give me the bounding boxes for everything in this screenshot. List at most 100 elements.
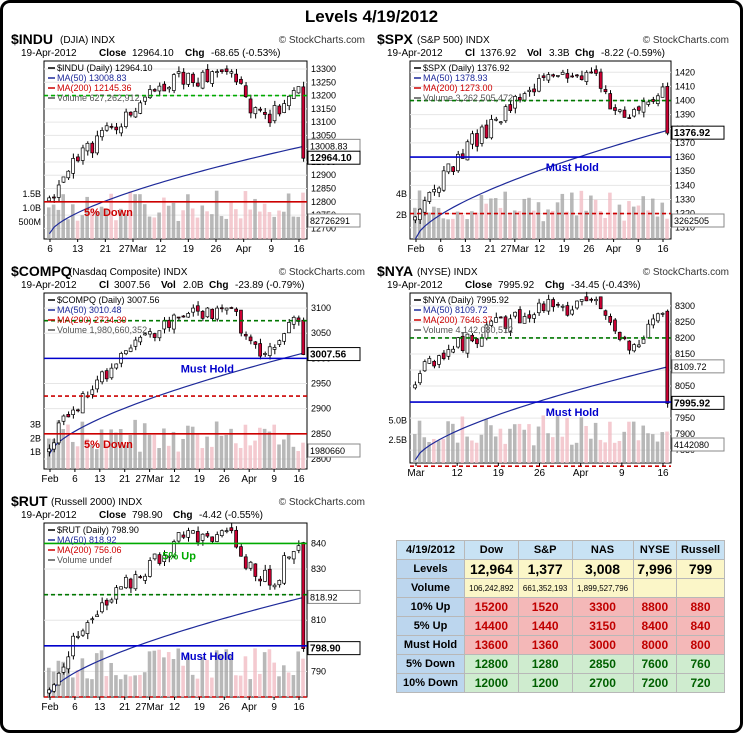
y-tick-label: 1350 — [675, 166, 695, 176]
candle — [205, 69, 210, 82]
volume-bar — [498, 428, 503, 463]
chart-index-name: (NYSE) INDX — [417, 267, 478, 278]
chart-chg-label: Chg — [209, 280, 228, 291]
candle — [157, 330, 162, 339]
volume-bar — [508, 214, 512, 239]
legend-entry: MA(200) 2724.30 — [57, 315, 127, 325]
volume-bar — [291, 675, 296, 697]
candle — [258, 108, 262, 111]
volume-bar — [646, 210, 650, 239]
volume-bar — [413, 207, 417, 239]
candle — [632, 109, 636, 117]
x-tick-label: Apr — [573, 468, 589, 479]
volume-bar — [277, 676, 281, 697]
candle — [465, 141, 470, 161]
x-tick-label: 16 — [657, 468, 669, 479]
candle — [95, 614, 99, 617]
candle — [219, 530, 224, 536]
table-cell: 661,352,193 — [517, 578, 573, 598]
legend-entry: MA(50) 3010.48 — [57, 305, 122, 315]
candle — [296, 545, 301, 551]
volume-bar — [104, 443, 109, 469]
volume-bar — [176, 451, 181, 469]
chart-vol-value: 3.3B — [549, 48, 570, 59]
volume-bar — [291, 446, 296, 469]
volume-bar — [441, 438, 446, 463]
candle — [114, 126, 119, 131]
legend-entry: $RUT (Daily) 798.90 — [57, 525, 139, 535]
table-row: 10% Up 15200 1520 3300 8800 880 — [396, 597, 725, 617]
candle — [133, 574, 138, 590]
volume-bar — [133, 675, 137, 697]
volume-bar — [200, 205, 205, 239]
candle — [489, 320, 494, 326]
y-tick-label: 1390 — [675, 110, 695, 120]
volume-bar — [171, 431, 176, 469]
candle — [56, 184, 61, 198]
volume-bar — [455, 211, 460, 239]
volume-bar — [598, 439, 603, 463]
volume-bar — [570, 444, 574, 463]
table-row-label: Must Hold — [396, 635, 465, 655]
candle — [422, 361, 427, 372]
candle — [527, 314, 532, 319]
legend-entry: $COMPQ (Daily) 3007.56 — [57, 295, 160, 305]
x-tick-label: Feb — [407, 244, 425, 255]
volume-bar — [104, 209, 109, 239]
x-tick-label: 6 — [72, 474, 78, 485]
volume-bar — [123, 674, 128, 697]
table-cell: 840 — [676, 616, 725, 636]
candle — [579, 75, 584, 80]
candle — [517, 97, 522, 101]
candle — [418, 208, 422, 220]
candle — [603, 310, 608, 316]
candle — [594, 299, 598, 302]
x-tick-label: 9 — [619, 468, 625, 479]
value-tag-label: 1376.92 — [674, 128, 711, 139]
candle — [579, 299, 584, 302]
volume-bar — [51, 671, 56, 697]
volume-bar — [75, 220, 80, 239]
candle — [90, 618, 95, 621]
table-cell: 3150 — [571, 616, 634, 636]
volume-bar — [85, 438, 89, 469]
candle — [617, 331, 622, 340]
value-tag — [671, 437, 725, 452]
legend-entry: MA(200) 756.06 — [57, 545, 122, 555]
table-cell: 2700 — [571, 673, 634, 693]
candle — [171, 314, 176, 330]
table-cell: 1440 — [517, 616, 573, 636]
volume-bar — [422, 437, 427, 463]
table-row: 5% Up 14400 1440 3150 8400 840 — [396, 616, 725, 636]
table-row-label: 10% Down — [396, 673, 465, 693]
chart-date: 19-Apr-2012 — [387, 280, 443, 291]
table-cell: 12000 — [464, 673, 519, 693]
volume-bar — [579, 417, 584, 463]
candle — [195, 305, 200, 312]
indu-chart-panel: $INDU (DJIA) INDX © StockCharts.com 19-Apr-… — [9, 31, 369, 259]
table-cell: 13600 — [464, 635, 519, 655]
candle — [229, 527, 234, 532]
candle — [267, 346, 272, 356]
candle — [272, 347, 277, 350]
x-tick-label: 26 — [219, 474, 231, 485]
volume-bar — [286, 672, 291, 697]
y-tick-label: 13300 — [311, 64, 336, 74]
chart-source: © StockCharts.com — [643, 35, 729, 46]
table-cell: 14400 — [464, 616, 519, 636]
volume-bar — [186, 194, 190, 239]
volume-bar — [214, 190, 219, 239]
candle — [143, 575, 147, 581]
volume-bar — [508, 428, 512, 463]
candle — [138, 576, 143, 579]
volume-bar — [109, 429, 113, 469]
candle — [186, 72, 191, 85]
candle — [479, 126, 484, 144]
legend-entry: Volume 3,262,505,472 — [423, 93, 513, 103]
volume-bar — [186, 425, 190, 469]
volume-bar — [460, 215, 465, 239]
table-cell: 720 — [676, 673, 725, 693]
volume-bar — [296, 451, 301, 469]
volume-bar — [262, 652, 267, 697]
candle — [100, 371, 104, 383]
